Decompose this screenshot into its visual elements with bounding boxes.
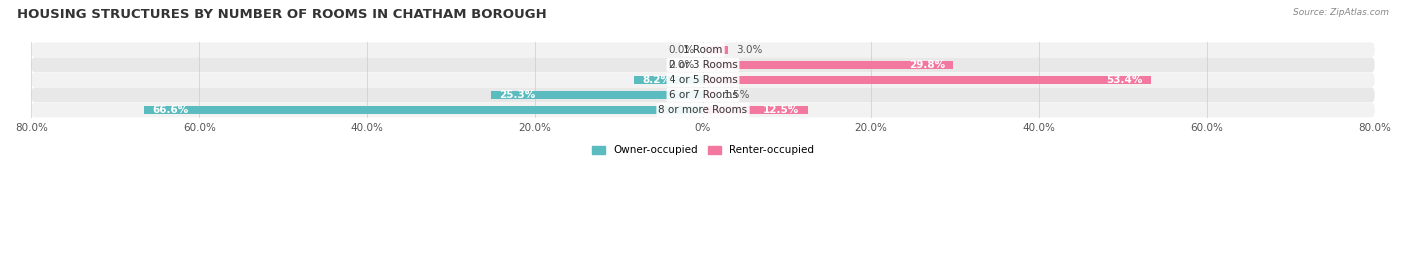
Text: Source: ZipAtlas.com: Source: ZipAtlas.com xyxy=(1294,8,1389,17)
Text: 53.4%: 53.4% xyxy=(1107,75,1143,85)
Text: 0.0%: 0.0% xyxy=(668,60,695,70)
Bar xyxy=(143,106,703,114)
Text: 3.0%: 3.0% xyxy=(737,45,763,55)
Text: 1.5%: 1.5% xyxy=(724,90,751,100)
FancyBboxPatch shape xyxy=(31,58,1375,72)
Text: 8.2%: 8.2% xyxy=(643,75,672,85)
Bar xyxy=(703,61,953,69)
Text: 12.5%: 12.5% xyxy=(763,105,800,115)
Text: 6 or 7 Rooms: 6 or 7 Rooms xyxy=(669,90,737,100)
Text: 29.8%: 29.8% xyxy=(908,60,945,70)
Legend: Owner-occupied, Renter-occupied: Owner-occupied, Renter-occupied xyxy=(588,141,818,160)
Text: 66.6%: 66.6% xyxy=(152,105,188,115)
Text: 1 Room: 1 Room xyxy=(683,45,723,55)
FancyBboxPatch shape xyxy=(31,73,1375,87)
Bar xyxy=(491,91,703,99)
Text: 25.3%: 25.3% xyxy=(499,90,536,100)
Bar xyxy=(703,106,808,114)
FancyBboxPatch shape xyxy=(31,103,1375,117)
Text: 2 or 3 Rooms: 2 or 3 Rooms xyxy=(669,60,737,70)
Bar xyxy=(703,91,716,99)
Bar xyxy=(703,76,1152,84)
Text: 0.0%: 0.0% xyxy=(668,45,695,55)
FancyBboxPatch shape xyxy=(31,87,1375,102)
Bar xyxy=(634,76,703,84)
Text: 4 or 5 Rooms: 4 or 5 Rooms xyxy=(669,75,737,85)
Bar xyxy=(703,46,728,54)
FancyBboxPatch shape xyxy=(31,42,1375,57)
Text: 8 or more Rooms: 8 or more Rooms xyxy=(658,105,748,115)
Text: HOUSING STRUCTURES BY NUMBER OF ROOMS IN CHATHAM BOROUGH: HOUSING STRUCTURES BY NUMBER OF ROOMS IN… xyxy=(17,8,547,21)
